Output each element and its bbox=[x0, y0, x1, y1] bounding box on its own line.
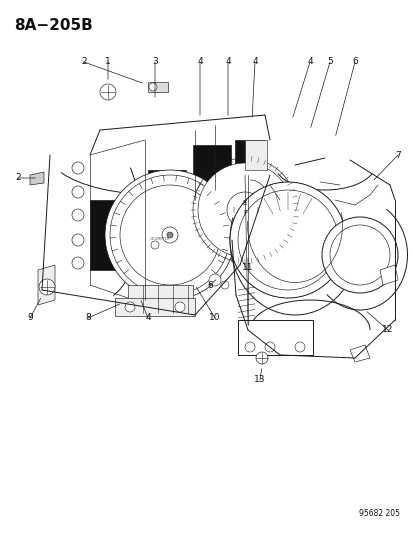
Polygon shape bbox=[30, 172, 44, 185]
Text: |: | bbox=[231, 206, 233, 212]
Text: E: E bbox=[242, 200, 247, 206]
Circle shape bbox=[72, 234, 84, 246]
Bar bbox=[244, 140, 266, 170]
Text: 4: 4 bbox=[252, 58, 257, 67]
Text: |: | bbox=[255, 206, 257, 212]
Circle shape bbox=[294, 342, 304, 352]
Text: 4: 4 bbox=[225, 58, 230, 67]
Circle shape bbox=[255, 352, 267, 364]
Circle shape bbox=[72, 186, 84, 198]
Text: ODOMETER: ODOMETER bbox=[150, 237, 170, 241]
Circle shape bbox=[120, 185, 219, 285]
Circle shape bbox=[166, 232, 173, 238]
Circle shape bbox=[209, 274, 221, 286]
Circle shape bbox=[264, 342, 274, 352]
Circle shape bbox=[321, 217, 397, 293]
Text: 13: 13 bbox=[254, 376, 265, 384]
Bar bbox=[147, 82, 168, 92]
Text: 6: 6 bbox=[351, 58, 357, 67]
Text: 6: 6 bbox=[206, 280, 212, 289]
Polygon shape bbox=[38, 265, 55, 305]
Text: 2: 2 bbox=[15, 174, 21, 182]
Circle shape bbox=[72, 209, 84, 221]
Bar bbox=[237, 320, 312, 355]
Circle shape bbox=[105, 170, 235, 300]
Circle shape bbox=[226, 192, 262, 228]
Circle shape bbox=[197, 163, 291, 257]
Circle shape bbox=[39, 279, 55, 295]
Circle shape bbox=[125, 302, 135, 312]
Text: 4: 4 bbox=[145, 313, 150, 322]
Bar bbox=[90, 200, 142, 270]
Text: 8A−205B: 8A−205B bbox=[14, 18, 93, 33]
Bar bbox=[192, 145, 230, 200]
Circle shape bbox=[244, 342, 254, 352]
Text: 10: 10 bbox=[209, 313, 220, 322]
Polygon shape bbox=[349, 345, 369, 362]
Circle shape bbox=[161, 227, 178, 243]
Circle shape bbox=[72, 257, 84, 269]
Text: 9: 9 bbox=[27, 313, 33, 322]
Bar bbox=[128, 285, 192, 313]
Text: 2: 2 bbox=[81, 58, 87, 67]
Text: 1: 1 bbox=[105, 58, 111, 67]
Circle shape bbox=[100, 84, 116, 100]
Text: F: F bbox=[242, 210, 247, 216]
Text: 95682 205: 95682 205 bbox=[358, 509, 399, 518]
Bar bbox=[147, 170, 185, 220]
Circle shape bbox=[72, 162, 84, 174]
Bar bbox=[115, 298, 195, 316]
Circle shape bbox=[230, 182, 345, 298]
Text: 11: 11 bbox=[242, 263, 253, 272]
Circle shape bbox=[175, 302, 185, 312]
Bar bbox=[235, 140, 264, 180]
Text: 12: 12 bbox=[381, 326, 393, 335]
Text: 4: 4 bbox=[306, 58, 312, 67]
Text: 3: 3 bbox=[152, 58, 157, 67]
Circle shape bbox=[149, 83, 157, 91]
Text: 5: 5 bbox=[326, 58, 332, 67]
Polygon shape bbox=[379, 265, 397, 285]
Circle shape bbox=[221, 281, 228, 289]
Text: 4: 4 bbox=[197, 58, 202, 67]
Text: 8: 8 bbox=[85, 313, 91, 322]
Text: 7: 7 bbox=[394, 150, 400, 159]
